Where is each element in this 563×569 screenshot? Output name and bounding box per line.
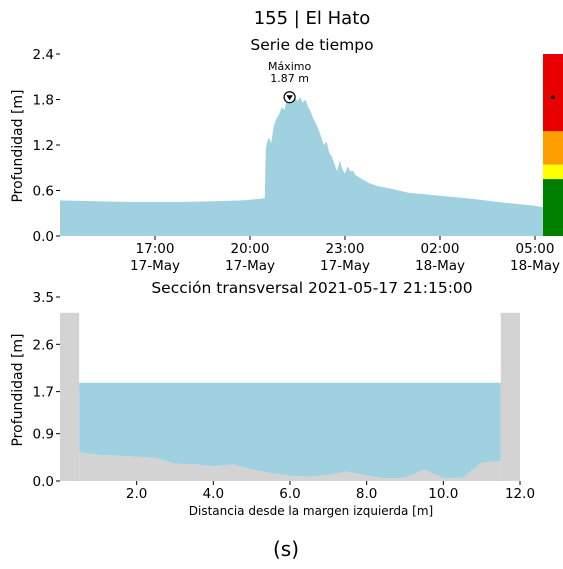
x-tick-date: 17-May [320,258,370,274]
y-tick-label: 2.4 [33,47,54,63]
x-tick-label: 6.0 [279,486,300,502]
depth-area [60,94,543,236]
cross-section-y-label: Profundidad [m] [10,333,26,446]
x-tick-time: 05:00 [516,241,555,257]
y-tick-label: 0.0 [33,229,54,245]
river-bed [79,452,501,481]
x-tick-label: 4.0 [203,486,224,502]
water-area [79,382,501,479]
figure-title: 155 | El Hato [254,8,371,29]
y-tick-label: 2.6 [33,337,54,353]
x-tick-label: 2.0 [126,486,147,502]
cross-section-title: Sección transversal 2021-05-17 21:15:00 [151,279,472,297]
y-tick-label: 1.2 [33,138,54,154]
cross-section-x-label: Distancia desde la margen izquierda [m] [189,504,433,518]
x-tick-time: 17:00 [136,241,175,257]
time-series-x-axis: 17:0017-May20:0017-May23:0017-May02:0018… [130,236,560,274]
time-series-y-axis: 0.0 0.6 1.2 1.8 2.4 [33,47,60,245]
x-tick-time: 23:00 [326,241,365,257]
maximum-value: 1.87 m [270,72,309,85]
cross-section-area-layer [60,312,520,481]
right-bank [500,312,520,481]
x-tick-time: 20:00 [231,241,270,257]
x-tick-label: 12.0 [505,486,535,502]
cross-section-chart: Sección transversal 2021-05-17 21:15:00 … [10,279,535,518]
maximum-annotation: Máximo 1.87 m [268,60,312,104]
alert-segment [543,54,563,132]
y-tick-label: 3.5 [33,290,54,306]
y-tick-label: 0.0 [33,474,54,490]
figure-caption: (s) [273,537,299,561]
x-tick-date: 18-May [415,258,465,274]
x-tick-label: 10.0 [428,486,458,502]
time-series-chart: Serie de tiempo 0.00.61.21.82.4 17:0017-… [10,36,563,274]
time-series-title: Serie de tiempo [250,36,373,54]
y-tick-label: 0.6 [33,184,54,200]
y-tick-label: 0.9 [33,427,54,443]
time-series-area-layer [60,94,543,236]
y-tick-label: 1.8 [33,93,54,109]
alert-level-scale [543,54,563,236]
y-tick-label: 1.7 [33,385,54,401]
alert-segment [543,131,563,165]
cross-section-x-axis: 2.0 4.0 6.0 8.0 10.0 12.0 [126,481,535,502]
time-series-y-label: Profundidad [m] [10,89,26,202]
left-bank [60,312,80,481]
x-tick-date: 18-May [510,258,560,274]
alert-segment [543,164,563,180]
alert-segment [543,179,563,236]
maximum-triangle-icon [286,95,293,101]
x-tick-date: 17-May [225,258,275,274]
x-tick-date: 17-May [130,258,180,274]
x-tick-time: 02:00 [421,241,460,257]
x-tick-label: 8.0 [356,486,377,502]
maximum-label: Máximo [268,60,312,73]
cross-section-y-axis: 0.0 0.9 1.7 2.6 3.5 [33,290,60,490]
alert-level-marker-icon [551,95,555,100]
